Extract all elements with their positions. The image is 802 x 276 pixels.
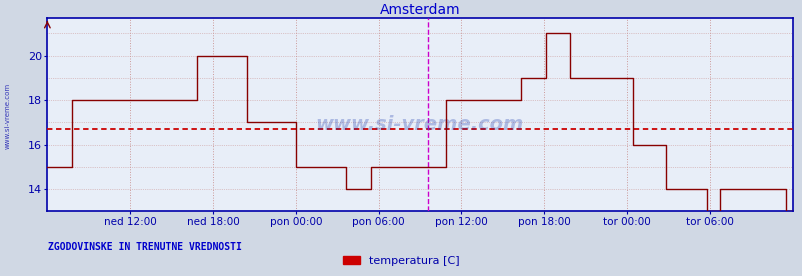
Title: Amsterdam: Amsterdam: [379, 3, 460, 17]
Legend: temperatura [C]: temperatura [C]: [338, 251, 464, 270]
Text: ZGODOVINSKE IN TRENUTNE VREDNOSTI: ZGODOVINSKE IN TRENUTNE VREDNOSTI: [48, 242, 241, 252]
Text: www.si-vreme.com: www.si-vreme.com: [315, 115, 524, 134]
Text: www.si-vreme.com: www.si-vreme.com: [5, 83, 10, 149]
